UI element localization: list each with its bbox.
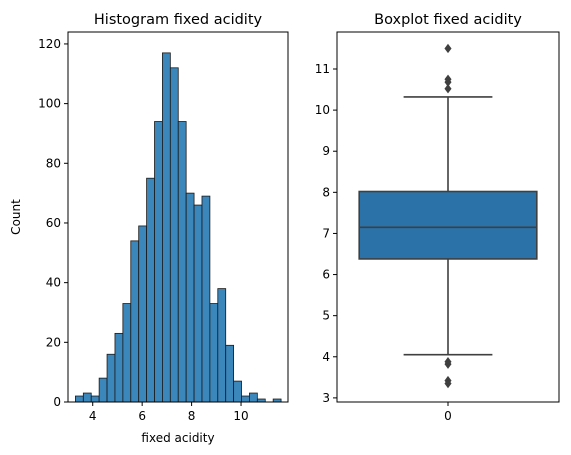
histogram-title: Histogram fixed acidity [94, 12, 263, 28]
histogram-y-ticks: 0 20 40 60 80 100 120 [38, 37, 68, 409]
y-tick-label: 6 [322, 268, 330, 282]
x-tick-label: 4 [89, 409, 97, 423]
histogram-bar [122, 303, 132, 403]
y-tick-label: 40 [46, 276, 61, 290]
histogram-bar [185, 192, 195, 403]
boxplot-outlier [444, 43, 452, 54]
histogram-bar [162, 52, 171, 403]
histogram-bar [193, 204, 203, 403]
x-tick-label: 10 [233, 409, 248, 423]
x-tick-label: 6 [138, 409, 146, 423]
y-tick-label: 0 [53, 395, 61, 409]
y-tick-label: 3 [322, 391, 330, 405]
histogram-panel: Histogram fixed acidity 020406080100120 … [9, 12, 289, 445]
y-tick-label: 7 [322, 226, 330, 240]
boxplot-y-ticks: 3 4 5 6 7 8 9 10 11 [315, 62, 337, 405]
y-tick-label: 5 [322, 309, 330, 323]
boxplot-body [358, 43, 538, 389]
y-tick-label: 100 [38, 97, 61, 111]
histogram-bar [217, 288, 227, 403]
histogram-bar [201, 195, 211, 403]
histogram-x-ticks: 4 6 8 10 [89, 402, 249, 423]
boxplot-box [358, 190, 538, 260]
y-tick-label: 60 [46, 216, 61, 230]
histogram-bar [106, 353, 116, 403]
histogram-bar [138, 225, 148, 403]
boxplot-outlier [444, 359, 452, 369]
histogram-bar [114, 332, 124, 403]
boxplot-outlier [444, 84, 452, 94]
y-tick-label: 11 [315, 62, 330, 76]
y-tick-label: 120 [38, 37, 61, 51]
histogram-bar [98, 377, 108, 403]
y-tick-label: 4 [322, 350, 330, 364]
boxplot-title: Boxplot fixed acidity [374, 12, 522, 28]
histogram-bar [130, 240, 140, 403]
histogram-bar [90, 395, 100, 403]
boxplot-panel: Boxplot fixed acidity 3 4 5 6 7 8 9 10 11 0 [315, 12, 560, 423]
histogram-bar [75, 395, 84, 403]
y-tick-label: 10 [315, 103, 330, 117]
histogram-bar [249, 392, 258, 403]
y-tick-label: 8 [322, 185, 330, 199]
histogram-bar [233, 380, 242, 403]
x-tick-label: 0 [444, 409, 452, 423]
x-tick-label: 8 [188, 409, 196, 423]
histogram-frame [67, 31, 289, 403]
y-tick-label: 80 [46, 156, 61, 170]
boxplot-outlier [444, 378, 452, 389]
histogram-bar [154, 121, 163, 403]
y-tick-label: 9 [322, 144, 330, 158]
histogram-bar [177, 121, 187, 403]
histogram-x-label: fixed acidity [141, 431, 214, 445]
histogram-bar [209, 303, 219, 403]
histogram-bar [146, 177, 155, 403]
histogram-bar [82, 392, 92, 403]
histogram-bar [225, 344, 235, 403]
boxplot-x-ticks: 0 [444, 402, 452, 423]
histogram-y-label: Count [9, 199, 23, 235]
y-tick-label: 20 [46, 335, 61, 349]
histogram-bar [169, 67, 179, 403]
histogram-bar [241, 395, 250, 403]
